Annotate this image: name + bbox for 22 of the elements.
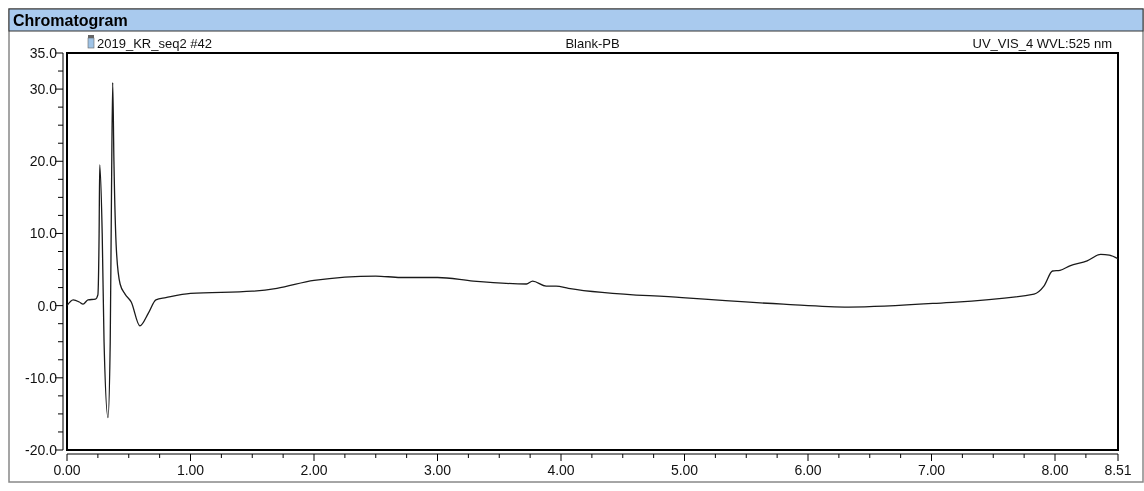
x-tick-label: 3.00: [423, 462, 452, 478]
y-tick-label: 35.0: [29, 45, 58, 61]
x-tick-label: 6.00: [794, 462, 822, 478]
line-series: [66, 81, 1119, 419]
x-tick-label: 7.00: [917, 462, 946, 478]
text: 2019_KR_seq2 #42: [97, 36, 212, 51]
y-tick-label: -20.0: [25, 442, 58, 458]
x-tick-label: 2.00: [300, 462, 328, 478]
x-tick-label: 8.00: [1041, 462, 1069, 478]
chart-title: Chromatogram: [13, 12, 128, 29]
x-tick-label: 5.00: [670, 462, 699, 478]
y-tick-label: 30.0: [29, 81, 58, 98]
x-tick-label: 8.51: [1104, 462, 1132, 478]
text: Blank-PB: [565, 36, 620, 51]
x-tick-label: 0.00: [53, 462, 81, 478]
text: UV_VIS_4 WVL:525 nm: [972, 36, 1112, 51]
y-tick-label: 0.0: [37, 297, 58, 314]
x-tick-label: 4.00: [547, 462, 575, 478]
y-tick-label: -10.0: [25, 369, 58, 386]
x-tick-label: 1.00: [176, 462, 205, 478]
y-tick-label: 10.0: [29, 225, 58, 242]
y-tick-label: 20.0: [29, 153, 58, 170]
